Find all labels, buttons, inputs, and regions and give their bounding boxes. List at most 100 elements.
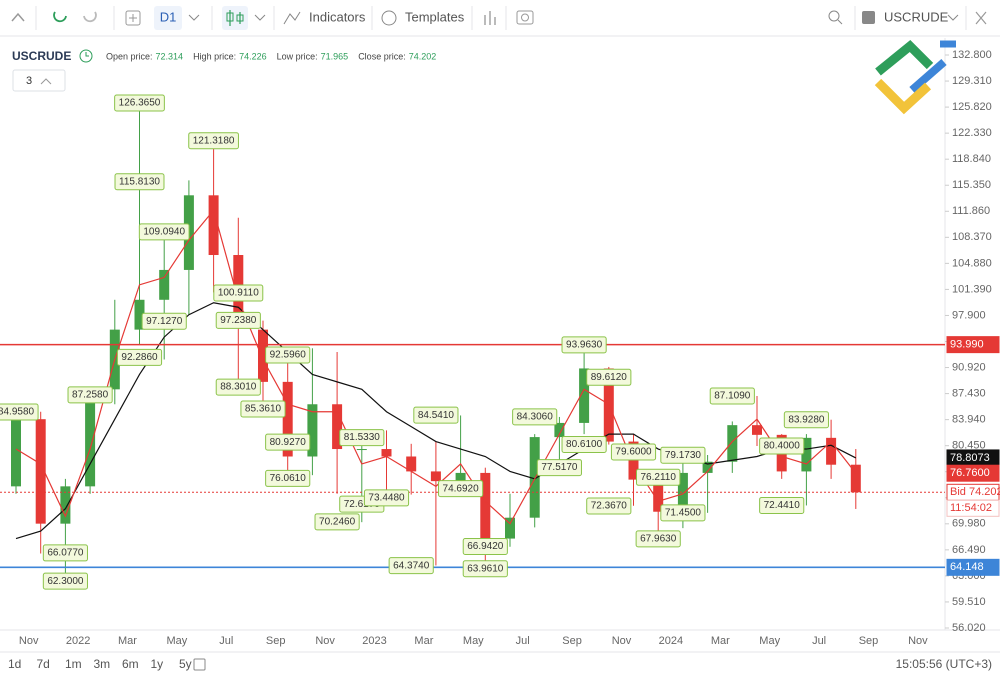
annotation-box	[438, 480, 484, 498]
x-tick-label: May	[167, 635, 188, 647]
annotation-box	[141, 312, 187, 330]
candle-body	[11, 419, 21, 487]
y-tick-label: 129.310	[952, 75, 992, 87]
screenshot-icon[interactable]	[516, 10, 534, 25]
calendar-icon[interactable]	[193, 658, 206, 671]
period-button[interactable]: 5y	[179, 657, 192, 671]
info-symbol: USCRUDE	[12, 49, 71, 63]
clock-icon	[79, 49, 93, 63]
period-button[interactable]: 1y	[151, 657, 164, 671]
x-tick-label: 2022	[66, 635, 90, 647]
candle-body	[307, 404, 318, 457]
logo	[874, 39, 956, 115]
annotation-box	[138, 223, 190, 241]
save-icon[interactable]	[862, 11, 875, 24]
annotation-box	[635, 530, 681, 548]
candle-body	[134, 299, 145, 330]
fullscreen-icon[interactable]	[975, 11, 987, 25]
price-level-label: 93.990	[950, 339, 984, 351]
redo-icon[interactable]	[83, 11, 97, 23]
add-icon[interactable]	[125, 10, 141, 26]
collapse-icon[interactable]	[11, 12, 25, 22]
annotation-label: 84.3060	[517, 412, 554, 423]
candle-body	[826, 437, 837, 465]
annotation-label: 115.8130	[119, 176, 160, 187]
candle-body	[702, 461, 713, 473]
dropdown[interactable]	[947, 14, 959, 21]
x-tick-label: Mar	[711, 635, 730, 647]
price-label: Low price:	[277, 51, 318, 61]
candle-body	[752, 425, 762, 435]
price-label: Close price:	[358, 51, 406, 61]
candle-body	[529, 437, 540, 518]
annotation-label: 66.0770	[47, 548, 84, 559]
period-button[interactable]: 1d	[8, 657, 21, 671]
y-tick-label: 80.450	[952, 440, 986, 452]
y-tick-label: 90.920	[952, 361, 986, 373]
clock-icon	[85, 52, 89, 57]
chart-type-button[interactable]	[222, 6, 248, 30]
price-level-label: 78.8073	[950, 452, 990, 464]
dropdown[interactable]	[254, 14, 266, 21]
annotation-box	[213, 284, 264, 302]
period-box[interactable]	[12, 69, 66, 92]
annotation-label: 71.4500	[665, 507, 702, 518]
annotation-box	[660, 504, 706, 522]
annotation-box	[0, 403, 39, 421]
candle-body	[727, 425, 738, 462]
x-tick-label: Nov	[612, 635, 632, 647]
search-icon[interactable]	[828, 10, 840, 22]
y-tick-label: 83.940	[952, 414, 986, 426]
dropdown[interactable]	[188, 14, 200, 21]
price-value: 74.202	[409, 51, 437, 61]
timer-tag	[946, 499, 1000, 517]
price-value: 71.965	[321, 51, 349, 61]
annotation-label: 126.3650	[119, 98, 161, 109]
candle-icon	[226, 12, 234, 22]
annotation-box	[462, 560, 508, 578]
annotation-label: 85.3610	[245, 404, 282, 415]
dropdown[interactable]	[40, 78, 52, 85]
templates-icon[interactable]	[381, 10, 397, 26]
annotation-box	[536, 459, 582, 477]
price-level-tag	[946, 558, 1000, 576]
compare-icon[interactable]	[484, 11, 496, 25]
candle-body	[653, 479, 664, 512]
annotation-box	[586, 368, 632, 386]
price-value: 72.314	[156, 51, 184, 61]
annotation-box	[314, 513, 360, 531]
period-button[interactable]: 1m	[65, 657, 82, 671]
x-tick-label: Sep	[859, 635, 879, 647]
period-button[interactable]: 7d	[37, 657, 50, 671]
annotation-box	[42, 572, 88, 590]
timer: 11:54:02	[950, 502, 992, 514]
candle-body	[60, 486, 71, 524]
y-tick-label: 56.020	[952, 622, 986, 634]
candle-body	[356, 449, 367, 451]
annotation-label: 92.2860	[121, 352, 158, 363]
annotation-label: 97.1270	[146, 316, 183, 327]
candle-body	[455, 472, 466, 482]
annotation-box	[188, 132, 239, 150]
timeframe-button[interactable]	[154, 6, 182, 30]
templates-button[interactable]: Templates	[405, 9, 465, 24]
annotation-box	[388, 557, 434, 575]
indicators-button[interactable]: Indicators	[309, 9, 366, 24]
period-button[interactable]: 6m	[122, 657, 139, 671]
period-button[interactable]: 3m	[94, 657, 111, 671]
candle-body	[628, 441, 639, 480]
annotation-label: 72.4410	[764, 500, 801, 511]
candle-body	[801, 437, 812, 472]
symbol-button[interactable]: USCRUDE	[884, 9, 949, 24]
indicators-icon[interactable]	[283, 11, 301, 25]
x-tick-label: Nov	[19, 635, 39, 647]
annotation-label: 72.3670	[591, 501, 628, 512]
y-tick-label: 101.390	[952, 283, 992, 295]
timeframe: D1	[160, 9, 177, 24]
undo-icon[interactable]	[53, 11, 67, 23]
annotation-box	[610, 443, 657, 461]
moving-average	[15, 208, 857, 525]
candle-body	[208, 195, 219, 256]
y-tick-label: 97.900	[952, 309, 986, 321]
